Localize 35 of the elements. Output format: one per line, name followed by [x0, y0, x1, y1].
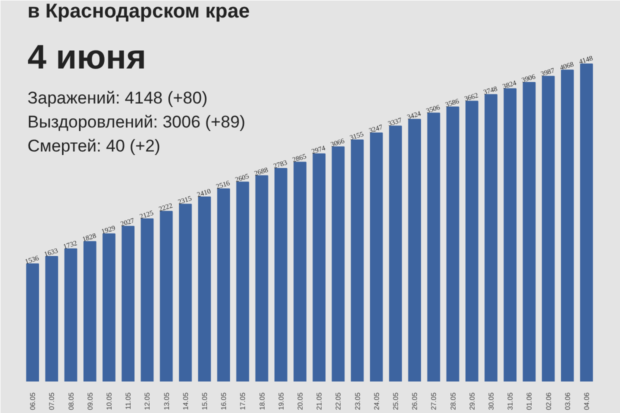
bar — [446, 106, 460, 382]
bar — [294, 162, 306, 382]
bar — [217, 188, 230, 382]
bar — [122, 226, 135, 382]
bar — [350, 140, 364, 382]
bar — [140, 218, 154, 382]
annotation: Смертей: 40 (+2) — [28, 136, 160, 156]
bar — [178, 204, 192, 382]
bar — [45, 256, 58, 382]
bar — [255, 175, 268, 382]
chart-subtitle: 4 июня — [28, 38, 146, 76]
bar — [484, 94, 498, 382]
bar — [427, 112, 440, 382]
bar — [504, 88, 517, 382]
bar — [389, 126, 402, 382]
bar — [236, 182, 250, 382]
annotation: Заражений: 4148 (+80) — [28, 88, 208, 108]
bar — [312, 153, 326, 382]
bar — [580, 64, 593, 382]
bar — [465, 100, 478, 382]
bar — [102, 233, 116, 382]
bar — [160, 210, 173, 382]
bar — [64, 248, 78, 382]
bar — [522, 82, 536, 382]
bar — [26, 263, 40, 382]
bar — [83, 241, 96, 382]
bar — [370, 132, 383, 382]
bar — [274, 168, 288, 382]
bar — [198, 196, 211, 382]
chart-title: в Краснодарском крае — [28, 0, 250, 22]
bar — [408, 118, 422, 382]
annotation: Выздоровлений: 3006 (+89) — [28, 112, 246, 132]
bar — [542, 76, 555, 382]
bar — [332, 146, 345, 382]
bar — [560, 70, 574, 382]
